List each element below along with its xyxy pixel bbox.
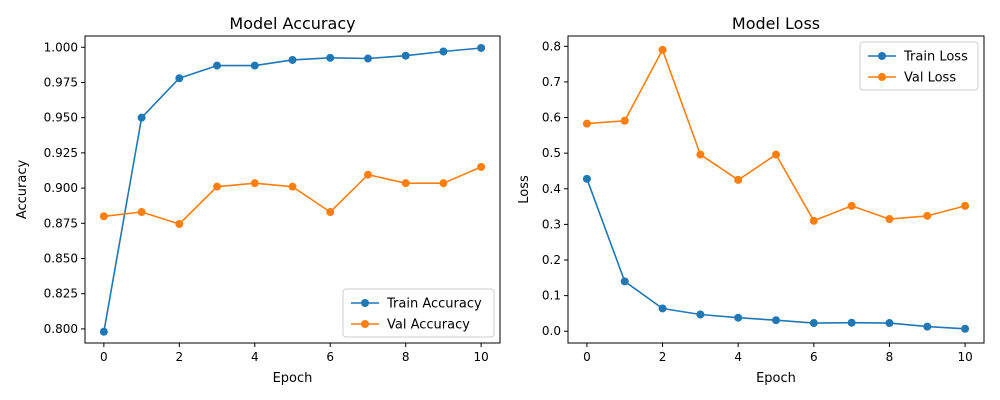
legend-swatch-marker <box>361 320 369 328</box>
data-point <box>288 55 297 64</box>
legend: Train Accuracy Val Accuracy <box>342 288 495 338</box>
data-point <box>620 116 629 125</box>
data-point <box>734 313 743 322</box>
y-tick-label: 0.875 <box>44 216 78 230</box>
data-point <box>582 174 591 183</box>
y-tick-label: 0.1 <box>542 289 561 303</box>
y-tick-label: 0.850 <box>44 252 78 266</box>
legend-label: Train Loss <box>903 50 968 65</box>
y-tick-label: 0.7 <box>542 75 561 89</box>
series-line <box>586 178 966 330</box>
y-tick-label: 1.000 <box>44 40 78 54</box>
data-point <box>137 208 146 217</box>
data-point <box>582 119 591 128</box>
data-point <box>137 113 146 122</box>
data-point <box>658 304 667 313</box>
data-point <box>885 319 894 328</box>
data-point <box>326 53 335 62</box>
data-point <box>772 316 780 325</box>
legend-swatch-marker <box>878 52 886 60</box>
data-point <box>961 201 970 210</box>
data-point <box>923 211 932 220</box>
data-point <box>288 182 297 191</box>
x-axis-label: Epoch <box>756 371 796 386</box>
data-point <box>175 74 184 83</box>
y-axis-label: Loss <box>517 175 532 204</box>
x-tick-label: 2 <box>175 350 183 364</box>
legend-box <box>342 288 495 338</box>
y-tick-label: 0.8 <box>542 39 561 53</box>
data-point <box>213 182 222 191</box>
data-point <box>847 318 856 327</box>
y-tick-label: 0.900 <box>44 181 78 195</box>
data-point <box>734 175 743 184</box>
data-point <box>250 61 259 70</box>
data-point <box>620 277 629 286</box>
data-point <box>363 54 372 63</box>
data-point <box>658 45 667 54</box>
data-point <box>809 216 818 225</box>
data-point <box>439 179 448 188</box>
x-tick-label: 6 <box>810 350 818 364</box>
x-tick-label: 10 <box>473 350 488 364</box>
y-tick-label: 0.975 <box>44 75 78 89</box>
x-tick-label: 0 <box>100 350 108 364</box>
y-tick-label: 0.925 <box>44 146 78 160</box>
x-axis-label: Epoch <box>273 371 313 386</box>
data-point <box>250 179 259 188</box>
legend-box <box>859 41 979 91</box>
y-tick-label: 0.6 <box>542 111 561 125</box>
x-tick-label: 4 <box>734 350 742 364</box>
data-point <box>99 327 108 336</box>
data-point <box>213 61 222 70</box>
data-point <box>696 310 705 319</box>
loss-plot: Model Loss 0 2 4 6 8 10 0.0 0.1 0.2 0.3 0.4 0.5 0.6 0.… <box>517 14 985 386</box>
data-point <box>401 51 410 60</box>
data-point <box>923 322 932 331</box>
data-point <box>99 212 108 221</box>
data-point <box>809 319 818 328</box>
y-tick-label: 0.2 <box>542 253 561 267</box>
legend-swatch-marker <box>878 73 886 81</box>
data-point <box>326 208 335 217</box>
legend-label: Train Accuracy <box>386 297 482 312</box>
legend-label: Val Loss <box>904 71 956 86</box>
x-tick-label: 4 <box>251 350 259 364</box>
data-point <box>477 43 486 52</box>
y-axis-label: Accuracy <box>15 160 30 220</box>
x-tick-label: 0 <box>583 350 591 364</box>
accuracy-plot: Model Accuracy 0 2 4 6 8 10 0.800 0.825 0.850 0.87… <box>15 14 501 386</box>
data-point <box>696 150 705 159</box>
legend-swatch-marker <box>361 299 369 307</box>
chart-title: Model Loss <box>732 14 820 33</box>
x-tick-label: 8 <box>402 350 410 364</box>
data-point <box>961 324 970 333</box>
y-tick-label: 0.4 <box>542 182 561 196</box>
data-point <box>175 220 184 229</box>
data-point <box>477 162 486 171</box>
data-point <box>363 170 372 179</box>
y-tick-label: 0.800 <box>44 322 78 336</box>
data-point <box>439 47 448 56</box>
y-tick-label: 0.825 <box>44 287 78 301</box>
y-tick-label: 0.3 <box>542 217 561 231</box>
x-tick-label: 6 <box>326 350 334 364</box>
plot-frame <box>84 35 501 344</box>
y-tick-label: 0.0 <box>542 324 561 338</box>
chart-title: Model Accuracy <box>229 14 355 33</box>
data-point <box>885 215 894 224</box>
data-point <box>401 179 410 188</box>
data-point <box>847 201 856 210</box>
y-tick-label: 0.950 <box>44 111 78 125</box>
y-tick-label: 0.5 <box>542 146 561 160</box>
x-tick-label: 8 <box>886 350 894 364</box>
data-point <box>772 150 780 159</box>
x-tick-label: 2 <box>659 350 667 364</box>
legend: Train Loss Val Loss <box>859 41 979 91</box>
x-tick-label: 10 <box>957 350 972 364</box>
series-line <box>103 166 482 225</box>
plot-frame <box>567 35 985 344</box>
legend-label: Val Accuracy <box>387 318 470 333</box>
